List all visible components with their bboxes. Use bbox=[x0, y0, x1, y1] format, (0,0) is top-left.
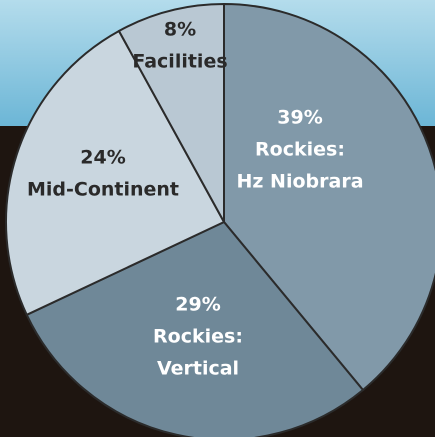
value-label: 24% bbox=[80, 147, 125, 169]
category-label: Rockies: bbox=[153, 326, 243, 348]
chart: 39% Rockies: Hz Niobrara 29% Rockies: Vertica… bbox=[0, 0, 435, 437]
category-label: Hz Niobrara bbox=[236, 171, 363, 193]
category-label: Vertical bbox=[157, 358, 239, 380]
category-label: Facilities bbox=[132, 51, 227, 73]
value-label: 39% bbox=[277, 107, 322, 129]
category-label: Rockies: bbox=[255, 139, 345, 161]
value-label: 8% bbox=[164, 19, 196, 41]
category-label: Mid-Continent bbox=[27, 179, 179, 201]
value-label: 29% bbox=[175, 294, 220, 316]
